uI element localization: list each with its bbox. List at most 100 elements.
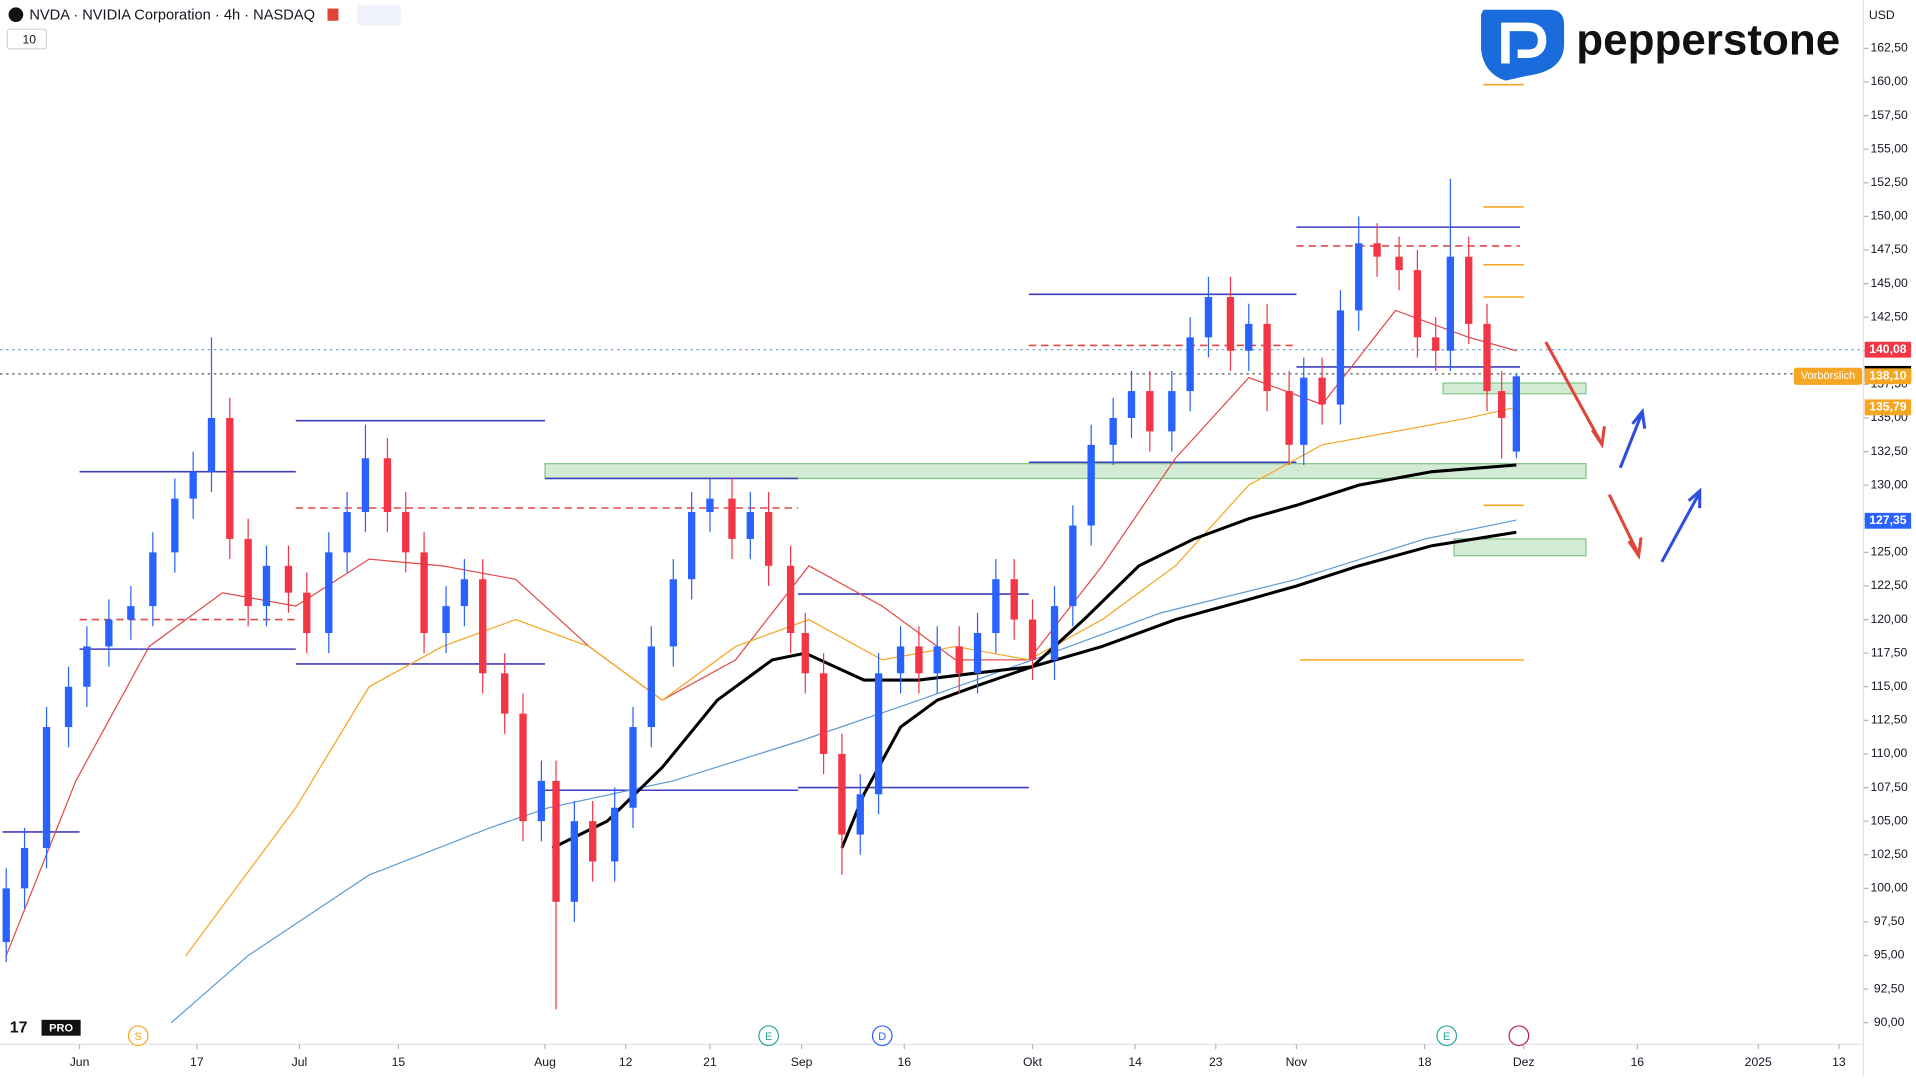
candle-body [589,821,597,862]
y-tick-label: 112,50 [1871,713,1908,727]
candle-body [83,646,91,687]
candle-body [383,458,392,513]
y-tick-label: 152,50 [1870,175,1908,189]
price-tag [1864,341,1912,358]
x-tick-label: 16 [897,1055,911,1069]
candle-body [519,713,527,822]
candle-body [343,512,351,553]
y-tick-label: 120,00 [1870,612,1908,626]
y-tick-label: 132,50 [1870,444,1908,458]
candle-body [552,780,560,902]
candle-body [647,646,655,728]
brand-name: pepperstone [1576,15,1840,64]
candle-body [570,821,579,902]
candle-body [955,646,963,674]
x-tick-label: 18 [1418,1055,1432,1069]
candle-body [1318,377,1326,405]
price-tag-label: 138,10 [1869,369,1907,383]
y-tick-label: 155,00 [1870,141,1908,155]
status-icons[interactable] [356,4,401,26]
plot [0,83,1864,1024]
candle-body [402,512,410,553]
candle-body [896,646,905,674]
event-marker [1436,1025,1458,1047]
candle-body [1336,310,1345,405]
candle-body [149,552,157,607]
x-tick-label: Dez [1513,1055,1535,1069]
candle-body [1245,323,1253,351]
candle-body [20,848,29,889]
symbol-title[interactable]: NVDA · NVIDIA Corporation · 4h · NASDAQ [29,8,315,24]
candle-body [746,512,754,539]
candle-body [1285,391,1293,445]
candle-body [1373,243,1381,257]
arrows [1544,341,1702,563]
candle-body [303,592,311,633]
candle-body [226,417,234,539]
candle-body [856,794,864,835]
price-tag-label: 140,08 [1869,342,1907,356]
x-tick-label: Aug [534,1055,556,1069]
tv-logo: 17 [10,1020,28,1037]
price-tag-label: 135,79 [1869,400,1907,414]
candle-body [501,673,509,714]
candle-body [1465,256,1473,324]
indicator-line [551,530,1517,850]
event-label: S [135,1031,142,1043]
candle-body [207,417,216,472]
candle-body [1413,270,1422,338]
candle-body [611,807,619,862]
candle-body [189,471,197,499]
candle-body [537,780,546,822]
candle-body [1186,337,1194,392]
price-tag [1864,399,1912,416]
currency[interactable]: USD [1869,8,1895,22]
candle-body [244,538,252,607]
y-tick-label: 92,50 [1874,981,1905,995]
candle-body [874,673,883,795]
candle-body [1010,579,1018,620]
candle-body [1168,391,1176,432]
candle-body [171,498,179,553]
candle-body [801,632,809,674]
indicator-line [840,463,1517,849]
y-tick-label: 100,00 [1870,881,1908,895]
candle-body [687,512,696,580]
x-tick-label: Jun [70,1055,90,1069]
x-tick-label: Sep [791,1055,813,1069]
zone [544,463,1587,480]
y-tick-label: 160,00 [1870,74,1908,88]
y-tick-label: 142,50 [1870,309,1908,323]
candle-body [1446,256,1455,351]
badge-bg [41,1019,81,1036]
indicator-line [185,406,1517,956]
candle-body [105,619,113,647]
x-tick-label: Okt [1023,1055,1043,1069]
x-tick-label: 15 [392,1055,406,1069]
candle-body [2,888,10,943]
candle-body [127,606,135,620]
flag-icon[interactable] [327,8,339,21]
indicator-count: 10 [23,33,37,47]
candle-body [442,606,450,633]
y-tick-label: 117,50 [1871,645,1908,659]
candle-body [1483,323,1491,392]
candle-body [1127,391,1136,418]
event-label: D [878,1031,886,1043]
y-tick-label: 107,50 [1870,780,1908,794]
candle-body [1300,377,1308,445]
candle-body [325,552,333,633]
indicator-toggle[interactable] [6,28,48,50]
candle-body [1204,297,1213,338]
event-icon[interactable] [1508,1025,1530,1047]
symbol-icon [8,7,24,22]
candle-body [64,686,73,728]
candle-body [819,673,828,754]
candle-body [262,565,271,607]
candle-body [479,579,487,674]
candle-body [669,579,677,647]
candle-body [1498,391,1506,418]
y-tick-label: 95,00 [1874,948,1905,962]
